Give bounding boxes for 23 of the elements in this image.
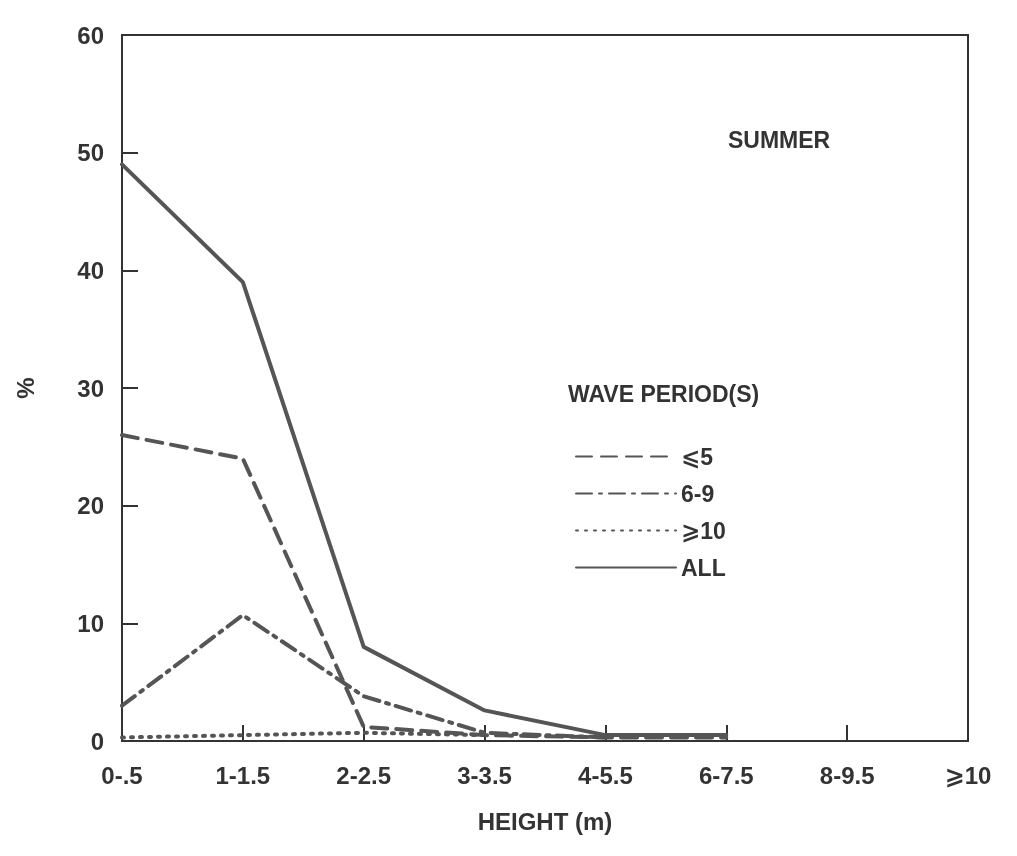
x-tick-label: 1-1.5 — [215, 761, 271, 789]
y-tick-label: 30 — [77, 374, 104, 402]
annotation: SUMMER — [728, 126, 831, 153]
legend-label: ALL — [681, 554, 726, 581]
x-tick-label: 8-9.5 — [819, 761, 875, 789]
x-tick-label: 6-7.5 — [698, 761, 754, 789]
y-tick-label: 10 — [77, 609, 104, 637]
y-tick-label: 0 — [90, 727, 104, 755]
x-tick-label: 0-.5 — [101, 761, 143, 789]
x-tick-label: 2-2.5 — [336, 761, 392, 789]
y-axis-title: % — [11, 377, 39, 399]
x-axis-title: HEIGHT (m) — [477, 807, 613, 835]
x-tick-label: ⩾10 — [944, 761, 992, 789]
y-tick-label: 40 — [77, 256, 104, 284]
legend-title: WAVE PERIOD(S) — [568, 380, 760, 407]
y-tick-label: 60 — [77, 21, 104, 49]
legend-label: ⩽5 — [681, 443, 714, 470]
x-tick-label: 3-3.5 — [457, 761, 512, 789]
y-tick-label: 50 — [77, 139, 104, 167]
legend-label: ⩾10 — [681, 517, 726, 544]
y-tick-label: 20 — [77, 492, 104, 520]
legend-label: 6-9 — [681, 480, 715, 507]
x-tick-label: 4-5.5 — [578, 761, 633, 789]
